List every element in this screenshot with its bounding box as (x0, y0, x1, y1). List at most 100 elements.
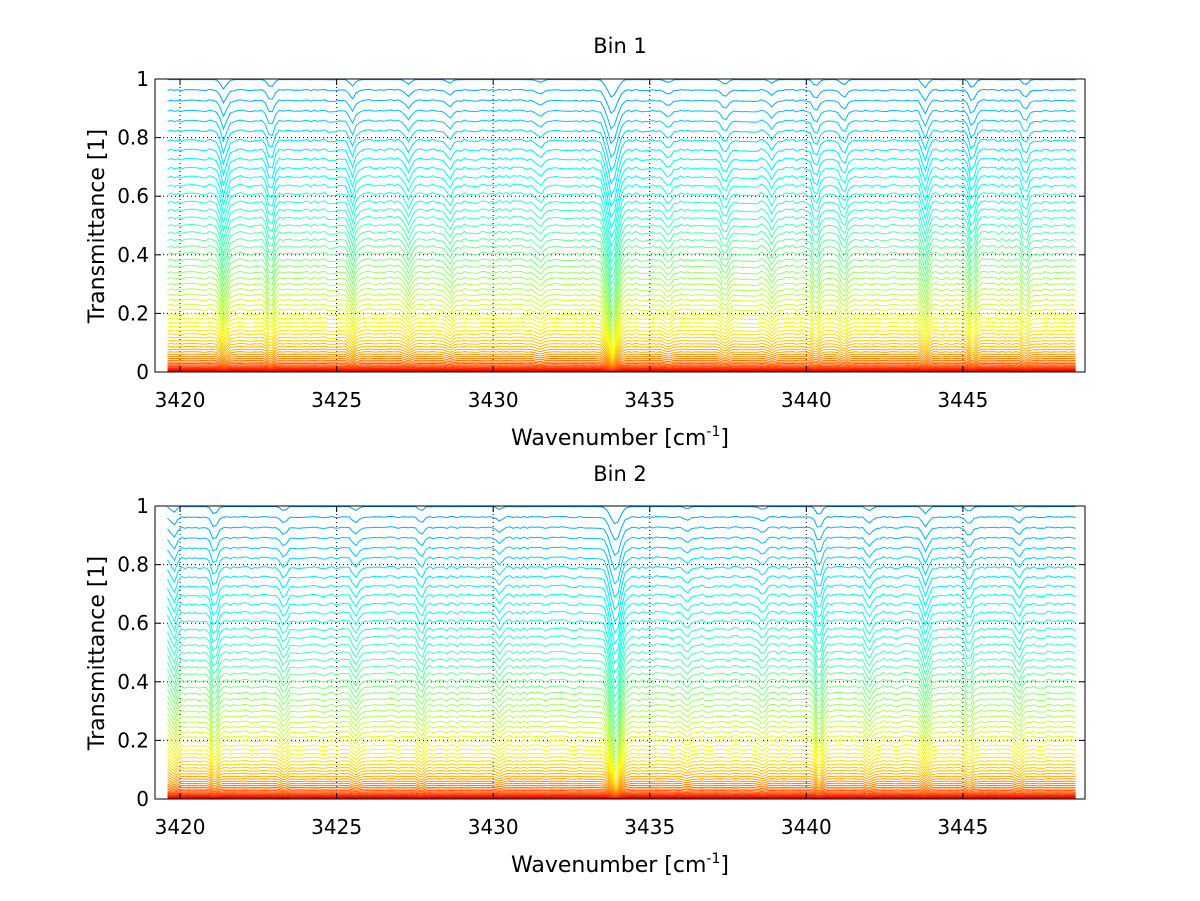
spectrum-series-line (167, 361, 1076, 369)
y-tick-label: 0.2 (117, 728, 149, 752)
spectrum-series-line (167, 366, 1076, 371)
spectrum-series-line (167, 336, 1076, 359)
spectrum-series-line (167, 735, 1076, 770)
spectrum-series-line (167, 515, 1076, 541)
spectrum-series-line (167, 258, 1076, 310)
y-tick-label: 0.6 (117, 611, 149, 635)
chart-title: Bin 1 (593, 34, 647, 58)
spectrum-series-line (167, 678, 1076, 730)
spectrum-series-line (167, 720, 1076, 761)
spectrum-series-line (167, 610, 1076, 665)
spectrum-series-line (167, 79, 1076, 98)
spectrum-series-line (167, 526, 1076, 556)
spectrum-series-line (167, 744, 1076, 776)
y-tick-label: 0 (136, 787, 149, 811)
spectrum-series-line (167, 370, 1076, 372)
spectrum-series-line (167, 794, 1076, 799)
spectrum-series-line (167, 772, 1076, 790)
spectrum-series-line (167, 536, 1076, 571)
axes-box (154, 505, 1086, 800)
spectrum-series-line (167, 593, 1076, 645)
spectrum-series-line (167, 775, 1076, 791)
spectrum-series-line (167, 339, 1076, 361)
spectrum-series-line (167, 556, 1076, 598)
x-tick-label: 3445 (937, 388, 988, 412)
y-axis-label: Transmittance [1] (85, 129, 110, 324)
spectrum-series-line (167, 791, 1076, 797)
spectrum-series-line (167, 793, 1076, 798)
spectrum-series-line (167, 109, 1076, 145)
spectrum-series-line (167, 99, 1076, 130)
spectrum-series-line (167, 709, 1076, 754)
x-tick-label: 3425 (311, 388, 362, 412)
spectrum-series-line (167, 355, 1076, 367)
spectrum-series-line (167, 293, 1076, 335)
spectrum-series-line (167, 367, 1076, 372)
spectrum-series-line (167, 200, 1076, 257)
spectrum-series-line (167, 223, 1076, 280)
y-tick-label: 0.8 (117, 553, 149, 577)
spectrum-series-line (167, 157, 1076, 209)
spectrum-series-line (167, 365, 1076, 371)
spectrum-series-line (167, 308, 1076, 344)
spectrum-series-line (167, 769, 1076, 789)
spectrum-series-line (167, 725, 1076, 764)
spectrum-series-line (167, 759, 1076, 784)
spectrum-series-line (167, 671, 1076, 725)
spectrum-series-line (167, 697, 1076, 745)
spectrum-series-line (167, 788, 1076, 796)
axes-box (154, 78, 1086, 373)
x-tick-label: 3420 (155, 388, 206, 412)
x-tick-label: 3425 (311, 815, 362, 839)
spectrum-series-line (167, 703, 1076, 750)
y-tick-label: 0.6 (117, 184, 149, 208)
spectrum-series-line (167, 601, 1076, 655)
spectrum-series-line (167, 342, 1076, 362)
panel-bin-1: Bin 1 3420 3425 3430 3435 3440 3445 0 0.2 0.4 0.6… (85, 34, 1086, 451)
spectrum-series-line (167, 298, 1076, 338)
spectrum-series-line (167, 119, 1076, 159)
spectrum-series-line (167, 348, 1076, 364)
spectrum-series-line (167, 748, 1076, 778)
spectrum-series-line (167, 784, 1076, 795)
y-tick-label: 0.4 (117, 243, 149, 267)
spectrum-series-line (167, 287, 1076, 332)
spectrum-series-line (167, 730, 1076, 768)
ticks: 3420 3425 3430 3435 3440 3445 0 0.2 0.4 0.6 0.8 1 (117, 494, 1085, 839)
spectrum-series-line (167, 684, 1076, 736)
spectrum-series-line (167, 714, 1076, 758)
spectrum-series-line (167, 329, 1076, 356)
y-tick-label: 0 (136, 360, 149, 384)
spectrum-series-line (167, 325, 1076, 354)
x-tick-label: 3435 (624, 815, 675, 839)
x-tick-label: 3420 (155, 815, 206, 839)
spectrum-series-line (167, 766, 1076, 787)
spectrum-series-line (167, 345, 1076, 363)
spectrum-series-line (167, 362, 1076, 370)
x-tick-label: 3440 (781, 388, 832, 412)
spectrum-series-line (167, 642, 1076, 698)
spectrum-series-line (167, 565, 1076, 611)
spectrum-series-line (167, 756, 1076, 782)
series-group (167, 79, 1076, 372)
spectrum-series-line (167, 778, 1076, 792)
spectrum-series-line (167, 789, 1076, 797)
x-axis-label: Wavenumber [cm-1] (511, 851, 729, 878)
spectrum-series-line (167, 575, 1076, 623)
x-axis-label: Wavenumber [cm-1] (511, 424, 729, 451)
spectrum-series-line (167, 270, 1076, 320)
spectrum-series-line (167, 546, 1076, 585)
spectrum-series-line (167, 782, 1076, 794)
spectrum-series-line (167, 183, 1076, 240)
spectrum-series-line (167, 664, 1076, 719)
spectrum-series-line (167, 359, 1076, 369)
y-tick-label: 1 (136, 67, 149, 91)
spectrum-series-line (167, 797, 1076, 799)
ticks: 3420 3425 3430 3435 3440 3445 0 0.2 0.4 0.6 0.8 1 (117, 67, 1085, 412)
spectrum-series-line (167, 368, 1076, 372)
spectrum-series-line (167, 148, 1076, 197)
spectrum-series-line (167, 174, 1076, 230)
spectrum-series-line (167, 364, 1076, 371)
spectrum-series-line (167, 626, 1076, 683)
spectrum-series-line (167, 763, 1076, 786)
